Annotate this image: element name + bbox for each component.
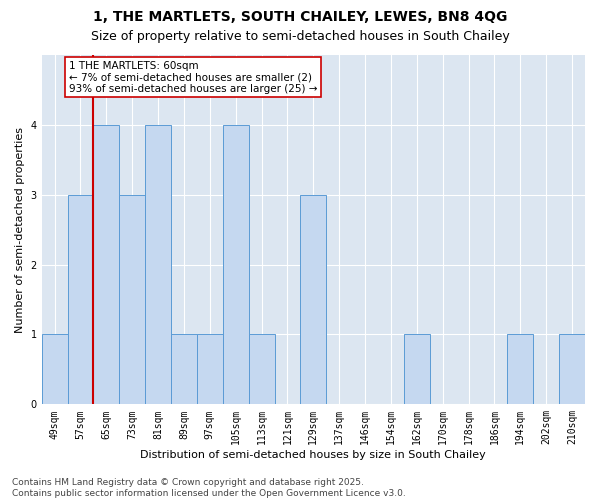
Text: 1 THE MARTLETS: 60sqm
← 7% of semi-detached houses are smaller (2)
93% of semi-d: 1 THE MARTLETS: 60sqm ← 7% of semi-detac… xyxy=(69,60,317,94)
Bar xyxy=(119,194,145,404)
Text: 1, THE MARTLETS, SOUTH CHAILEY, LEWES, BN8 4QG: 1, THE MARTLETS, SOUTH CHAILEY, LEWES, B… xyxy=(93,10,507,24)
Text: Size of property relative to semi-detached houses in South Chailey: Size of property relative to semi-detach… xyxy=(91,30,509,43)
Bar xyxy=(197,334,223,404)
Bar xyxy=(171,334,197,404)
Bar xyxy=(68,194,94,404)
Bar xyxy=(559,334,585,404)
X-axis label: Distribution of semi-detached houses by size in South Chailey: Distribution of semi-detached houses by … xyxy=(140,450,486,460)
Bar xyxy=(223,125,248,404)
Bar xyxy=(41,334,68,404)
Bar xyxy=(145,125,171,404)
Y-axis label: Number of semi-detached properties: Number of semi-detached properties xyxy=(15,126,25,332)
Bar xyxy=(508,334,533,404)
Bar xyxy=(404,334,430,404)
Bar xyxy=(301,194,326,404)
Bar xyxy=(248,334,275,404)
Text: Contains HM Land Registry data © Crown copyright and database right 2025.
Contai: Contains HM Land Registry data © Crown c… xyxy=(12,478,406,498)
Bar xyxy=(94,125,119,404)
